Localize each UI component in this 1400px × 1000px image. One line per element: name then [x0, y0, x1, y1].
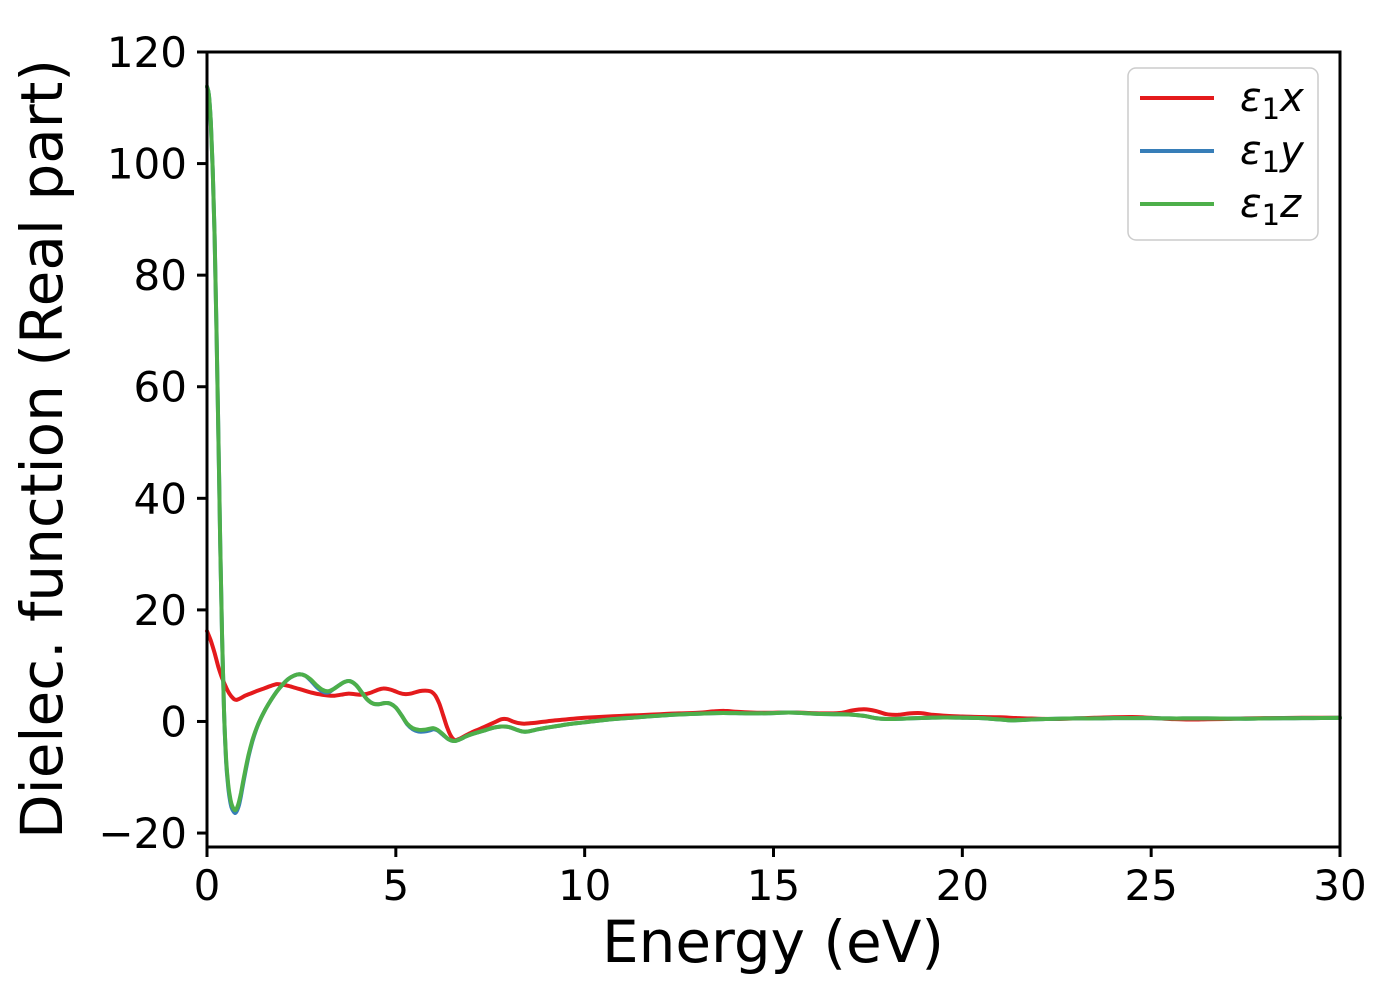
y-tick-label: −20: [98, 809, 187, 858]
legend-item-z: ε1z: [1140, 181, 1302, 232]
y-tick-label: 40: [134, 474, 187, 523]
x-tick-label: 0: [194, 861, 221, 910]
series-line-eps1_x: [205, 629, 1342, 743]
legend-item-y: ε1y: [1140, 128, 1305, 179]
y-axis-ticks: −20 0 20 40 60 80 100 120: [98, 28, 207, 858]
x-tick-label: 10: [558, 861, 611, 910]
x-tick-label: 15: [747, 861, 800, 910]
x-tick-label: 5: [382, 861, 409, 910]
y-tick-label: 0: [160, 697, 187, 746]
y-tick-label: 20: [134, 586, 187, 635]
y-tick-label: 80: [134, 251, 187, 300]
x-tick-label: 30: [1313, 861, 1366, 910]
series-lines: [205, 84, 1342, 816]
series-line-eps1_z: [205, 84, 1342, 813]
y-tick-label: 100: [107, 140, 187, 189]
legend-box: [1127, 67, 1319, 241]
x-tick-label: 25: [1124, 861, 1177, 910]
legend-label: ε1z: [1240, 181, 1302, 232]
x-axis-label: Energy (eV): [602, 908, 944, 976]
y-tick-label: 60: [134, 363, 187, 412]
y-axis-label: Dielec. function (Real part): [8, 59, 76, 839]
legend-label: ε1x: [1240, 75, 1304, 126]
x-tick-label: 20: [936, 861, 989, 910]
legend-item-x: ε1x: [1140, 75, 1304, 126]
legend-label: ε1y: [1240, 128, 1305, 179]
y-tick-label: 120: [107, 28, 187, 77]
x-axis-ticks: 0 5 10 15 20 25 30: [194, 847, 1367, 910]
